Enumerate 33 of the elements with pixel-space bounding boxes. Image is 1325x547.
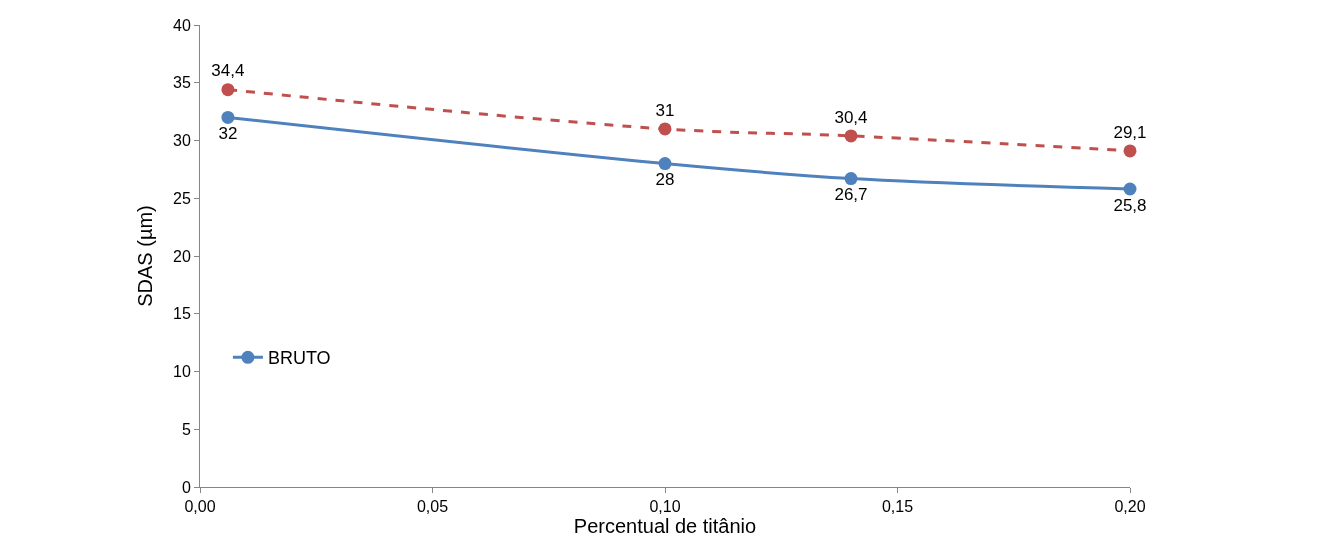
y-tick-label: 5 <box>181 420 191 438</box>
point <box>1123 182 1137 196</box>
y-tick-label: 20 <box>173 247 191 265</box>
data-label: 28 <box>655 170 675 190</box>
y-axis-title: SDAS (µm) <box>133 205 156 307</box>
data-label: 26,7 <box>834 185 868 205</box>
x-tick-label: 0,05 <box>416 498 449 516</box>
data-label: 34,4 <box>211 61 245 81</box>
data-label: 31 <box>655 100 675 120</box>
y-tick-label: 0 <box>181 478 191 496</box>
x-tick-label: 0,10 <box>649 498 681 516</box>
point <box>844 172 858 186</box>
point <box>1123 144 1137 158</box>
x-tick-label: 0,15 <box>881 498 914 516</box>
y-tick-label: 25 <box>173 189 191 207</box>
x-axis-title: Percentual de titânio <box>573 515 757 538</box>
y-tick-label: 15 <box>173 305 191 323</box>
x-tick-label: 0,20 <box>1114 498 1146 516</box>
point <box>221 110 235 124</box>
y-tick-label: 40 <box>173 16 191 34</box>
data-label: 25,8 <box>1113 195 1147 215</box>
y-tick-label: 10 <box>173 363 191 381</box>
x-tick-label: 0,00 <box>184 498 216 516</box>
y-tick-label: 35 <box>173 74 191 92</box>
data-label: 32 <box>218 124 238 144</box>
point <box>221 83 235 97</box>
point <box>844 129 858 143</box>
data-label: 29,1 <box>1113 122 1147 142</box>
data-label: 30,4 <box>834 107 868 127</box>
point <box>658 157 672 171</box>
legend-label: BRUTO <box>267 348 331 369</box>
y-tick-label: 30 <box>173 132 191 150</box>
point <box>658 122 672 136</box>
